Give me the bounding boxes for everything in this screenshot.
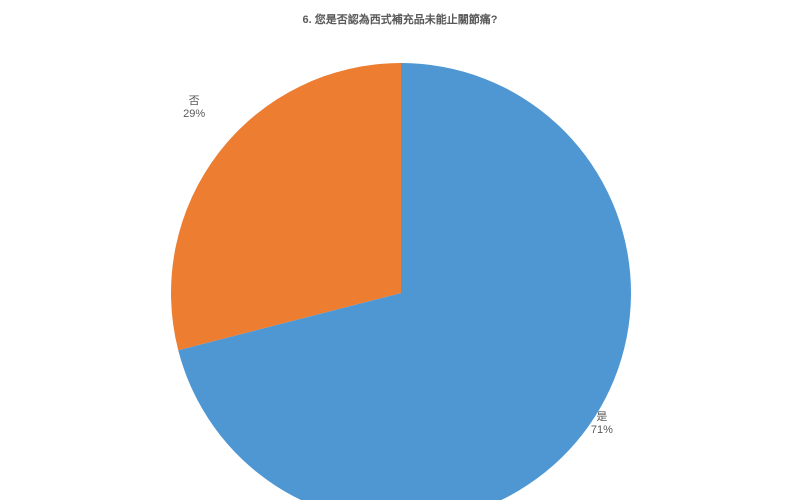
slice-label-0: 是71% — [591, 411, 613, 437]
slice-label-name: 是 — [591, 411, 613, 424]
slice-label-percent: 29% — [183, 108, 205, 121]
slice-label-1: 否29% — [183, 95, 205, 121]
slice-label-percent: 71% — [591, 424, 613, 437]
chart-title: 6. 您是否認為西式補充品未能止關節痛? — [1, 11, 799, 27]
pie-chart: 是71% 否29% — [1, 29, 800, 500]
chart-container: 6. 您是否認為西式補充品未能止關節痛? 是71% 否29% — [0, 0, 800, 500]
slice-label-name: 否 — [183, 95, 205, 108]
